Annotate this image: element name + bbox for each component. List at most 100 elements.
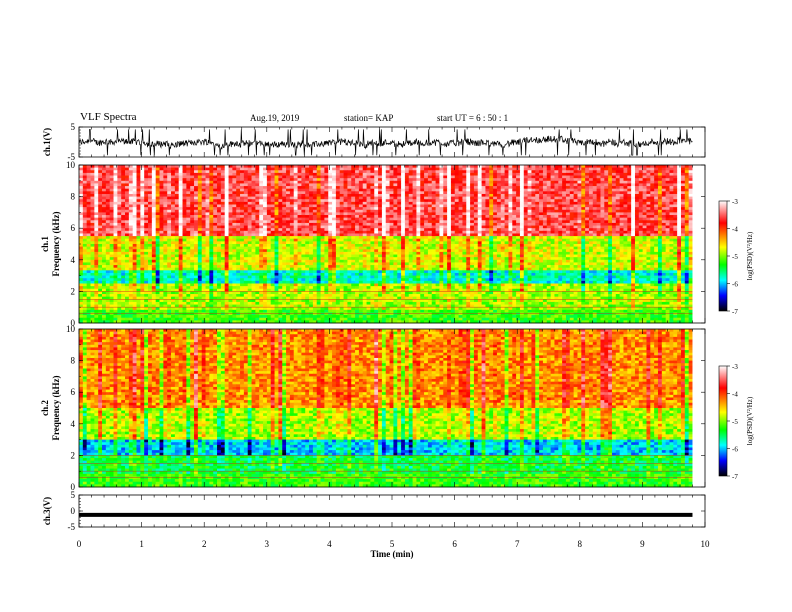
spectrogram-cell xyxy=(190,228,195,232)
spectrogram-cell xyxy=(136,188,141,192)
spectrogram-cell xyxy=(159,233,164,237)
spectrogram-cell xyxy=(378,193,383,197)
spectrogram-cell xyxy=(627,175,632,179)
spectrogram-cell xyxy=(297,170,302,174)
spectrogram-cell xyxy=(194,222,199,226)
spectrogram-cell xyxy=(546,207,552,211)
spectrogram-cell xyxy=(412,238,417,242)
spectrogram-cell xyxy=(378,180,383,184)
spectrogram-cell xyxy=(113,215,118,219)
spectrogram-cell xyxy=(374,178,379,182)
spectrogram-cell xyxy=(282,236,287,240)
spectrogram-cell xyxy=(447,180,452,184)
spectrogram-cell xyxy=(397,204,402,208)
spectrogram-cell xyxy=(569,244,575,248)
spectrogram-cell xyxy=(220,225,226,229)
spectrogram-cell xyxy=(496,236,502,240)
spectrogram-cell xyxy=(117,204,122,208)
spectrogram-cell xyxy=(427,241,433,245)
spectrogram-cell xyxy=(301,167,306,171)
spectrogram-cell xyxy=(642,207,647,211)
spectrogram-cell xyxy=(289,220,295,224)
spectrogram-cell xyxy=(680,222,686,226)
spectrogram-cell xyxy=(232,212,237,216)
spectrogram-cell xyxy=(512,217,517,221)
spectrogram-cell xyxy=(374,209,379,213)
spectrogram-cell xyxy=(546,172,552,176)
spectrogram-cell xyxy=(347,236,352,240)
spectrogram-cell xyxy=(443,180,448,184)
spectrogram-cell xyxy=(121,183,126,187)
spectrogram-cell xyxy=(416,230,421,234)
spectrogram-cell xyxy=(278,209,283,213)
spectrogram-cell xyxy=(615,233,621,237)
spectrogram-cell xyxy=(201,241,206,245)
spectrogram-cell xyxy=(98,212,103,216)
spectrogram-cell xyxy=(243,230,249,234)
spectrogram-cell xyxy=(611,212,617,216)
spectrogram-cell xyxy=(512,220,517,224)
spectrogram-cell xyxy=(619,167,624,171)
spectrogram-cell xyxy=(194,246,199,250)
spectrogram-cell xyxy=(362,191,367,195)
spectrogram-cell xyxy=(86,191,91,195)
spectrogram-cell xyxy=(657,172,663,176)
spectrogram-cell xyxy=(466,230,471,234)
spectrogram-cell xyxy=(324,178,329,182)
spectrogram-cell xyxy=(420,215,425,219)
spectrogram-cell xyxy=(332,196,337,200)
spectrogram-cell xyxy=(604,238,609,242)
spectrogram-cell xyxy=(408,172,413,176)
spectrogram-cell xyxy=(159,199,164,203)
spectrogram-cell xyxy=(554,209,559,213)
spectrogram-cell xyxy=(79,236,84,240)
spectrogram-cell xyxy=(167,222,172,226)
spectrogram-cell xyxy=(125,201,130,205)
spectrogram-cell xyxy=(117,183,122,187)
spectrogram-cell xyxy=(366,191,371,195)
spectrogram-cell xyxy=(109,238,114,242)
spectrogram-cell xyxy=(190,175,195,179)
spectrogram-cell xyxy=(558,172,563,176)
spectrogram-cell xyxy=(201,193,206,197)
spectrogram-cell xyxy=(366,207,371,211)
spectrogram-cell xyxy=(581,236,586,240)
spectrogram-cell xyxy=(328,165,333,169)
spectrogram-cell xyxy=(412,170,417,174)
spectrogram-cell xyxy=(335,225,341,229)
spectrogram-cell xyxy=(550,167,555,171)
spectrogram-cell xyxy=(577,244,582,248)
spectrogram-cell xyxy=(159,217,164,221)
spectrogram-cell xyxy=(661,233,667,237)
spectrogram-cell xyxy=(232,222,237,226)
spectrogram-cell xyxy=(270,188,275,192)
spectrogram-cell xyxy=(201,230,206,234)
spectrogram-cell xyxy=(508,230,513,234)
spectrogram-cell xyxy=(224,212,229,216)
spectrogram-cell xyxy=(163,186,168,190)
spectrogram-cell xyxy=(489,193,494,197)
spectrogram-cell xyxy=(481,207,486,211)
spectrogram-cell xyxy=(408,204,413,208)
spectrogram-cell xyxy=(401,222,406,226)
spectrogram-cell xyxy=(305,212,310,216)
spectrogram-cell xyxy=(355,188,360,192)
spectrogram-cell xyxy=(404,193,410,197)
spectrogram-cell xyxy=(397,199,402,203)
spectrogram-cell xyxy=(585,222,590,226)
spectrogram-cell xyxy=(458,225,463,229)
spectrogram-cell xyxy=(435,165,440,169)
spectrogram-cell xyxy=(454,217,459,221)
spectrogram-cell xyxy=(136,204,141,208)
spectrogram-cell xyxy=(554,241,559,245)
spectrogram-cell xyxy=(263,188,268,192)
spectrogram-cell xyxy=(677,172,682,176)
spectrogram-cell xyxy=(531,209,536,213)
spectrogram-cell xyxy=(596,193,601,197)
spectrogram-cell xyxy=(351,172,356,176)
spectrogram-cell xyxy=(140,228,145,232)
spectrogram-cell xyxy=(144,209,149,213)
spectrogram-cell xyxy=(155,225,160,229)
spectrogram-cell xyxy=(546,191,552,195)
spectrogram-cell xyxy=(496,201,502,205)
